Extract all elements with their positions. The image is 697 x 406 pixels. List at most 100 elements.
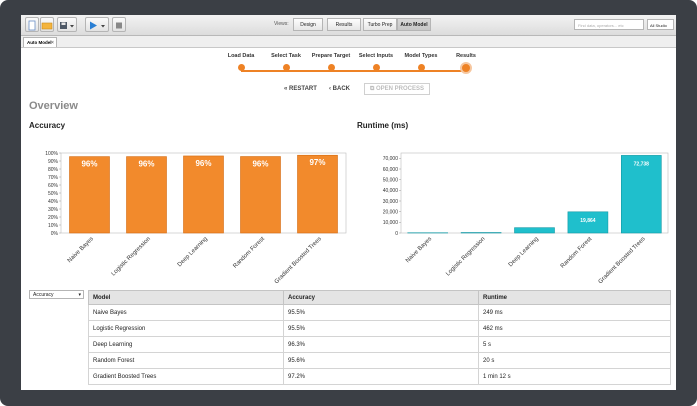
y-tick-label: 30,000 (383, 199, 399, 205)
bar (297, 154, 338, 234)
data-label: 96% (138, 160, 154, 169)
cell-runtime: 462 ms (478, 320, 671, 337)
metric-select-value: Accuracy (33, 292, 54, 298)
y-tick-label: 70% (48, 175, 59, 181)
table-row[interactable]: Naive Bayes 95.5% 249 ms (88, 304, 671, 321)
cell-accuracy: 96.3% (283, 336, 479, 353)
open-process-icon: ⧉ (370, 86, 375, 92)
y-tick-label: 20% (48, 215, 59, 221)
y-tick-label: 20,000 (383, 209, 399, 215)
new-process-button[interactable] (25, 17, 39, 32)
step-model-types[interactable]: Model Types (391, 53, 451, 71)
table-row[interactable]: Deep Learning 96.3% 5 s (88, 336, 671, 353)
stepper-line (241, 70, 466, 72)
step-dot (372, 64, 380, 71)
category-label: Gradient Boosted Trees (274, 236, 323, 283)
column-header-accuracy[interactable]: Accuracy (283, 290, 479, 305)
views-label: Views: (274, 21, 289, 27)
cell-runtime: 1 min 12 s (478, 368, 671, 385)
category-label: Logistic Regression (445, 236, 486, 277)
step-label: Prepare Target (311, 53, 351, 59)
category-label: Deep Learning (508, 236, 540, 268)
cell-model: Gradient Boosted Trees (88, 368, 284, 385)
bar (126, 156, 167, 234)
back-button[interactable]: ‹ BACK (329, 83, 350, 95)
y-tick-label: 60,000 (383, 167, 399, 173)
step-dot (327, 64, 335, 71)
bar (567, 211, 609, 234)
chevron-down-icon: ▾ (78, 292, 81, 298)
app-window: Views: Design Results Turbo Prep Auto Mo… (21, 15, 676, 390)
view-tab-turbo-prep[interactable]: Turbo Prep (363, 18, 397, 31)
y-tick-label: 50,000 (383, 177, 399, 183)
chevron-left-icon: ‹ (329, 86, 331, 92)
stop-button[interactable] (112, 17, 126, 32)
data-label: 72,738 (634, 161, 650, 167)
bar (69, 156, 110, 234)
y-tick-label: 80% (48, 167, 59, 173)
tab-auto-model[interactable]: Auto Model × (23, 37, 57, 47)
results-table: Model Accuracy Runtime Naive Bayes 95.5% 2… (88, 290, 671, 385)
category-label: Random Forest (232, 236, 266, 270)
data-label: 96% (252, 160, 268, 169)
cell-runtime: 5 s (478, 336, 671, 353)
category-label: Logistic Regression (111, 236, 152, 277)
step-load-data[interactable]: Load Data (211, 53, 271, 71)
document-tab-bar: Auto Model × (21, 36, 676, 48)
bar (240, 156, 281, 234)
y-tick-label: 50% (48, 191, 59, 197)
table-row[interactable]: Gradient Boosted Trees 97.2% 1 min 12 s (88, 368, 671, 385)
table-row[interactable]: Random Forest 95.6% 20 s (88, 352, 671, 369)
category-label: Naive Bayes (67, 236, 95, 264)
close-icon[interactable]: × (51, 40, 54, 46)
bar (183, 155, 224, 234)
studio-select-label: All Studio (650, 23, 667, 28)
cell-runtime: 20 s (478, 352, 671, 369)
metric-select[interactable]: Accuracy ▾ (29, 290, 84, 299)
y-tick-label: 100% (45, 151, 58, 157)
y-tick-label: 0% (51, 231, 59, 237)
step-dot (282, 64, 290, 71)
cell-accuracy: 95.5% (283, 320, 479, 337)
bar (620, 155, 662, 234)
step-label: Load Data (227, 53, 255, 59)
y-tick-label: 10,000 (383, 220, 399, 226)
column-header-runtime[interactable]: Runtime (478, 290, 671, 305)
view-tab-auto-model[interactable]: Auto Model (397, 18, 431, 31)
y-tick-label: 40,000 (383, 188, 399, 194)
cell-accuracy: 97.2% (283, 368, 479, 385)
run-button[interactable] (85, 17, 109, 32)
runtime-chart-title: Runtime (ms) (357, 121, 409, 130)
data-label: 19,864 (580, 218, 596, 224)
column-header-model[interactable]: Model (88, 290, 284, 305)
table-row[interactable]: Logistic Regression 95.5% 462 ms (88, 320, 671, 337)
save-icon (60, 22, 74, 29)
view-tab-design[interactable]: Design (293, 18, 323, 31)
step-prepare-target[interactable]: Prepare Target (301, 53, 361, 71)
cell-model: Logistic Regression (88, 320, 284, 337)
cell-model: Random Forest (88, 352, 284, 369)
search-input[interactable]: Find data, operators... etc (574, 19, 644, 30)
view-tab-results[interactable]: Results (327, 18, 361, 31)
studio-select[interactable]: All Studio (647, 19, 674, 30)
open-process-button[interactable]: ⧉ OPEN PROCESS (364, 83, 430, 95)
y-tick-label: 30% (48, 207, 59, 213)
stop-icon (116, 22, 122, 29)
y-tick-label: 90% (48, 159, 59, 165)
restart-button[interactable]: « RESTART (284, 83, 317, 95)
table-header-row: Model Accuracy Runtime (88, 290, 671, 305)
cell-accuracy: 95.6% (283, 352, 479, 369)
step-select-inputs[interactable]: Select Inputs (346, 53, 406, 71)
step-results[interactable]: Results (436, 53, 496, 74)
folder-icon (41, 22, 53, 30)
step-select-task[interactable]: Select Task (256, 53, 316, 71)
step-label: Results (456, 53, 476, 59)
cell-accuracy: 95.5% (283, 304, 479, 321)
cell-runtime: 249 ms (478, 304, 671, 321)
open-button[interactable] (40, 17, 54, 32)
y-tick-label: 0 (395, 231, 398, 237)
save-button[interactable] (57, 17, 77, 32)
category-label: Deep Learning (177, 236, 209, 268)
category-label: Naive Bayes (405, 236, 433, 264)
bar (514, 227, 555, 234)
